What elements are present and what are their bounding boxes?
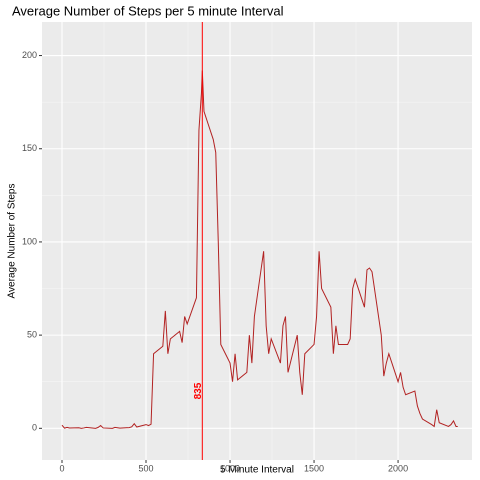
- x-tick-label: 500: [138, 463, 153, 473]
- y-tick-label: 0: [32, 423, 37, 433]
- y-tick-label: 200: [22, 50, 37, 60]
- panel: [42, 22, 472, 460]
- x-axis-title: 5 Minute Interval: [220, 465, 294, 476]
- x-tick-label: 1000: [220, 463, 240, 473]
- y-tick-label: 50: [27, 329, 37, 339]
- x-tick-label: 2000: [388, 463, 408, 473]
- chart-title: Average Number of Steps per 5 minute Int…: [12, 3, 284, 18]
- y-tick-label: 100: [22, 236, 37, 246]
- reference-label: 835: [193, 382, 204, 399]
- y-axis-title: Average Number of Steps: [7, 184, 18, 299]
- x-tick-label: 0: [59, 463, 64, 473]
- y-tick-label: 150: [22, 143, 37, 153]
- x-tick-label: 1500: [304, 463, 324, 473]
- data-line: [61, 70, 458, 429]
